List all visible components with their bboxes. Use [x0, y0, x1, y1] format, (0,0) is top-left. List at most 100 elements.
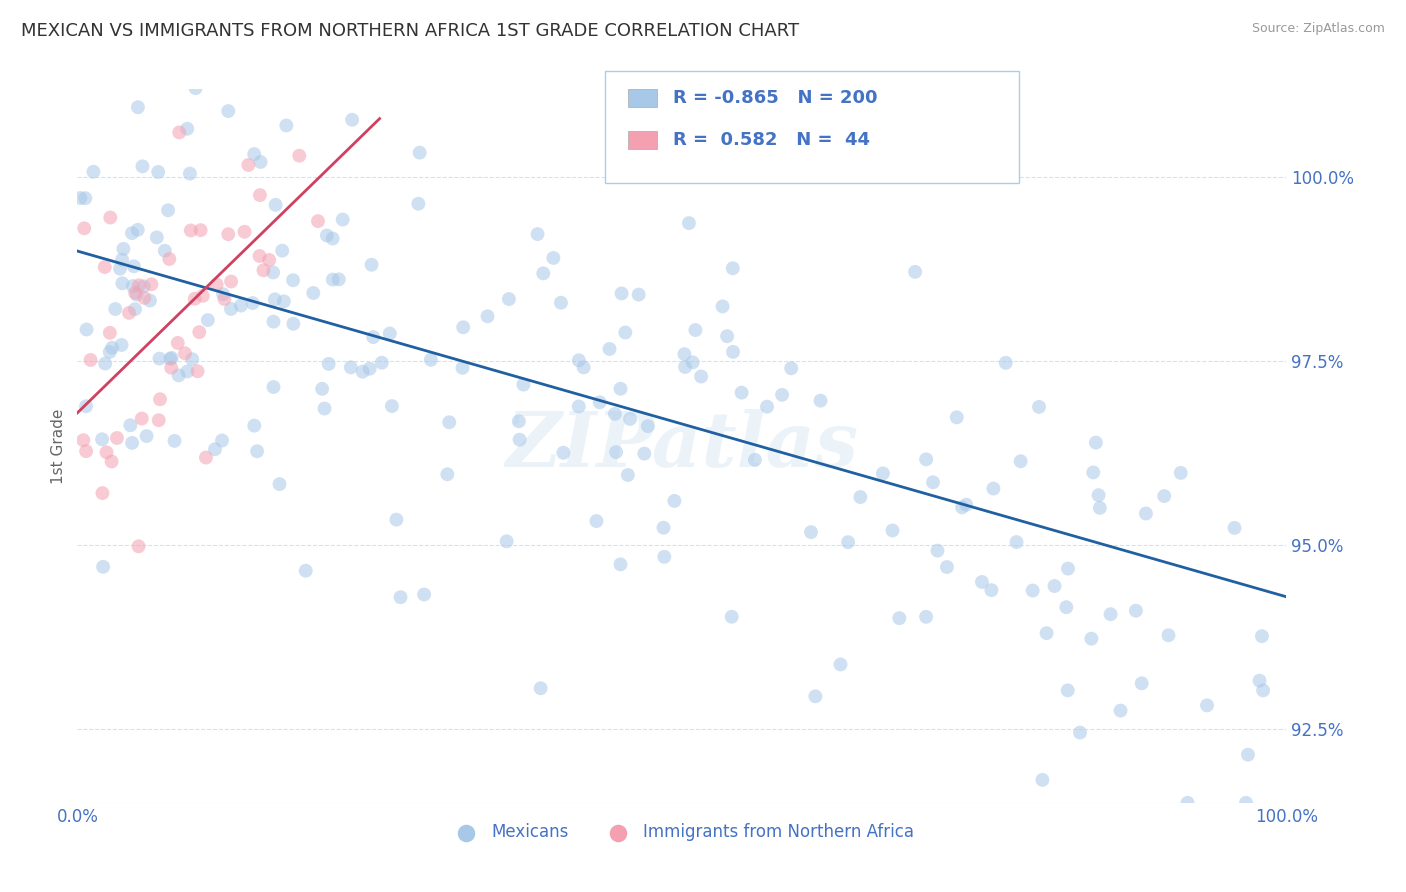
Text: R =  0.582   N =  44: R = 0.582 N = 44: [673, 131, 870, 149]
Point: [1028, 400, 1050, 414]
Point: [1035, 626, 1057, 640]
Point: [509, 433, 531, 447]
Point: [217, 104, 239, 119]
Text: Source: ZipAtlas.com: Source: ZipAtlas.com: [1251, 22, 1385, 36]
Point: [163, 434, 186, 448]
Point: [359, 361, 381, 376]
Point: [190, 223, 212, 237]
Point: [219, 301, 242, 316]
Point: [603, 407, 626, 421]
Point: [721, 261, 744, 276]
Point: [744, 452, 766, 467]
Point: [100, 60, 122, 74]
Point: [120, 418, 142, 433]
Point: [361, 330, 384, 344]
Point: [716, 329, 738, 343]
Point: [889, 611, 911, 625]
Point: [1005, 535, 1028, 549]
Point: [531, 266, 554, 280]
Point: [922, 475, 945, 490]
Point: [340, 360, 363, 375]
Point: [678, 216, 700, 230]
Point: [134, 291, 156, 305]
Point: [307, 214, 329, 228]
Point: [371, 356, 394, 370]
Point: [219, 275, 242, 289]
Point: [176, 121, 198, 136]
Point: [128, 539, 150, 553]
Point: [176, 364, 198, 378]
Point: [141, 277, 163, 292]
Point: [1249, 673, 1271, 688]
Point: [950, 500, 973, 515]
Point: [139, 293, 162, 308]
Point: [233, 225, 256, 239]
Point: [800, 525, 823, 540]
Point: [1251, 683, 1274, 698]
Point: [543, 251, 565, 265]
Point: [205, 277, 228, 292]
Point: [187, 60, 209, 74]
Point: [328, 272, 350, 286]
Point: [780, 361, 803, 376]
Point: [128, 278, 150, 293]
Point: [179, 167, 201, 181]
Point: [131, 160, 153, 174]
Point: [664, 494, 686, 508]
Point: [983, 482, 1005, 496]
Point: [1087, 488, 1109, 502]
Point: [112, 242, 135, 256]
Point: [617, 467, 640, 482]
Point: [1069, 725, 1091, 739]
Point: [91, 559, 114, 574]
Point: [167, 368, 190, 383]
Point: [91, 432, 114, 446]
Point: [252, 263, 274, 277]
Point: [263, 293, 285, 307]
Point: [311, 382, 333, 396]
Point: [837, 535, 859, 549]
Point: [129, 60, 152, 74]
Point: [1157, 628, 1180, 642]
Point: [599, 342, 621, 356]
Point: [283, 317, 305, 331]
Point: [104, 301, 127, 316]
Point: [1031, 772, 1053, 787]
Point: [214, 292, 236, 306]
Point: [720, 609, 742, 624]
Point: [204, 442, 226, 457]
Point: [1083, 466, 1105, 480]
Point: [263, 315, 285, 329]
Point: [194, 450, 217, 465]
Point: [553, 446, 575, 460]
Point: [419, 352, 441, 367]
Point: [389, 591, 412, 605]
Point: [314, 401, 336, 416]
Point: [76, 322, 98, 336]
Point: [249, 155, 271, 169]
Legend: Mexicans, Immigrants from Northern Africa: Mexicans, Immigrants from Northern Afric…: [443, 817, 921, 848]
Point: [730, 385, 752, 400]
Point: [302, 285, 325, 300]
Point: [249, 249, 271, 263]
Point: [673, 359, 696, 374]
Point: [1010, 454, 1032, 468]
Point: [915, 610, 938, 624]
Text: MEXICAN VS IMMIGRANTS FROM NORTHERN AFRICA 1ST GRADE CORRELATION CHART: MEXICAN VS IMMIGRANTS FROM NORTHERN AFRI…: [21, 22, 799, 40]
Point: [73, 221, 96, 235]
Point: [340, 112, 363, 127]
Point: [451, 360, 474, 375]
Point: [872, 467, 894, 481]
Point: [352, 365, 374, 379]
Point: [550, 295, 572, 310]
Point: [495, 534, 517, 549]
Point: [271, 244, 294, 258]
Point: [804, 690, 827, 704]
Point: [1057, 561, 1080, 575]
Point: [124, 285, 146, 300]
Point: [146, 230, 169, 244]
Point: [160, 360, 183, 375]
Point: [652, 521, 675, 535]
Point: [810, 393, 832, 408]
Point: [184, 292, 207, 306]
